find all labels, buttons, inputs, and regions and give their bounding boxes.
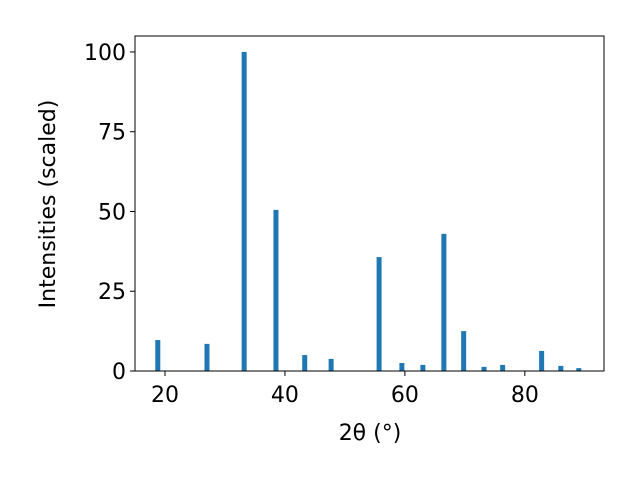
- y-axis-label: Intensities (scaled): [36, 100, 61, 309]
- bar: [461, 331, 467, 371]
- bar: [241, 51, 247, 371]
- bar: [204, 343, 210, 371]
- bar: [576, 368, 582, 371]
- x-tick-label: 40: [271, 383, 299, 408]
- bar: [155, 340, 161, 371]
- plot-frame: [134, 35, 605, 372]
- bar: [420, 364, 426, 371]
- x-tick-label: 80: [511, 383, 539, 408]
- y-tick-label: 75: [98, 121, 126, 146]
- x-tick-label: 20: [151, 383, 179, 408]
- bar: [558, 365, 564, 371]
- y-tick-label: 25: [98, 280, 126, 305]
- bar: [302, 355, 308, 371]
- bar: [273, 209, 279, 371]
- bar: [328, 358, 334, 371]
- y-tick-label: 50: [98, 200, 126, 225]
- x-axis-label: 2θ (°): [339, 421, 402, 446]
- bar: [441, 233, 447, 371]
- bar: [399, 363, 405, 371]
- bar: [539, 350, 545, 371]
- y-tick-label: 0: [112, 360, 126, 385]
- y-tick-label: 100: [84, 41, 126, 66]
- x-tick-label: 60: [391, 383, 419, 408]
- bar: [500, 364, 506, 371]
- bar: [376, 257, 382, 371]
- bar: [481, 366, 487, 371]
